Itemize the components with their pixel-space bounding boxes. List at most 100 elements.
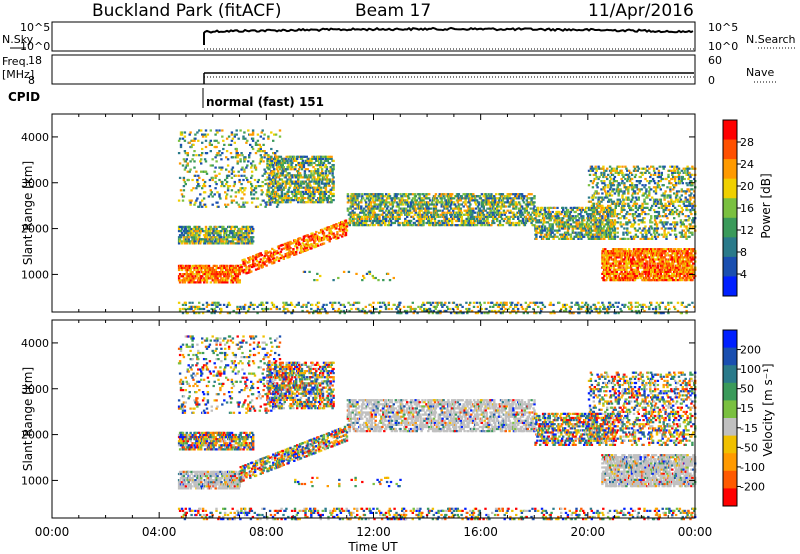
echo-cell <box>262 143 265 146</box>
echo-cell <box>407 203 410 206</box>
echo-cell <box>370 209 373 212</box>
echo-cell <box>232 234 236 237</box>
echo-cell <box>578 206 581 209</box>
echo-cell <box>438 193 441 196</box>
echo-cell <box>357 213 360 216</box>
echo-cell <box>299 192 303 195</box>
echo-cell <box>228 236 232 239</box>
echo-cell <box>236 281 240 284</box>
echo-cell <box>294 239 297 242</box>
echo-cell <box>389 215 393 218</box>
echo-cell <box>252 227 255 231</box>
echo-cell <box>196 234 199 237</box>
echo-cell <box>381 193 384 196</box>
echo-cell <box>425 195 428 198</box>
echo-cell <box>394 209 397 212</box>
echo-cell <box>178 238 182 241</box>
echo-cell <box>293 241 296 244</box>
echo-cell <box>201 135 205 138</box>
echo-cell <box>235 147 238 151</box>
echo-cell <box>332 236 335 239</box>
echo-cell <box>538 215 541 218</box>
echo-cell <box>234 238 238 241</box>
echo-cell <box>472 193 475 196</box>
echo-cell <box>275 250 279 253</box>
echo-cell <box>312 244 315 247</box>
echo-cell <box>566 229 570 232</box>
echo-cell <box>263 172 266 175</box>
echo-cell <box>207 195 211 198</box>
echo-cell <box>479 219 483 223</box>
echo-cell <box>307 235 310 239</box>
echo-cell <box>211 238 214 241</box>
echo-cell <box>280 178 284 181</box>
echo-cell <box>243 242 246 245</box>
echo-cell <box>215 139 218 142</box>
echo-cell <box>186 164 189 167</box>
echo-cell <box>182 178 186 182</box>
echo-cell <box>312 174 315 177</box>
echo-cell <box>352 215 355 218</box>
nave-hi-tick: 60 <box>708 54 722 67</box>
echo-cell <box>474 207 478 210</box>
echo-cell <box>353 199 356 202</box>
echo-cell <box>346 201 350 204</box>
echo-cell <box>336 233 339 236</box>
echo-cell <box>520 193 524 196</box>
echo-cell <box>420 201 423 204</box>
echo-cell <box>534 217 537 220</box>
echo-cell <box>267 154 270 157</box>
echo-cell <box>482 221 485 225</box>
echo-cell <box>420 219 423 223</box>
echo-cell <box>644 264 647 267</box>
echo-cell <box>251 160 255 163</box>
echo-cell <box>196 225 199 228</box>
echo-cell <box>571 227 574 230</box>
echo-cell <box>585 210 588 214</box>
echo-cell <box>318 236 321 239</box>
echo-cell <box>446 224 449 227</box>
echo-cell <box>346 195 350 198</box>
echo-cell <box>231 156 235 159</box>
echo-cell <box>309 184 312 187</box>
echo-cell <box>251 131 255 134</box>
echo-cell <box>433 195 437 198</box>
echo-cell <box>338 222 341 225</box>
echo-cell <box>509 224 512 227</box>
echo-cell <box>297 182 300 185</box>
echo-cell <box>499 207 503 210</box>
echo-cell <box>354 193 357 196</box>
echo-cell <box>640 262 643 265</box>
echo-cell <box>450 207 453 210</box>
echo-cell <box>234 275 238 278</box>
echo-cell <box>270 147 273 151</box>
echo-cell <box>646 262 649 265</box>
echo-cell <box>366 195 370 198</box>
echo-cell <box>250 176 253 179</box>
echo-cell <box>258 162 261 165</box>
echo-cell <box>299 184 303 187</box>
echo-cell <box>648 256 651 259</box>
echo-cell <box>183 232 187 235</box>
echo-cell <box>563 227 567 230</box>
echo-cell <box>189 268 192 272</box>
echo-cell <box>180 131 184 134</box>
echo-cell <box>322 176 326 179</box>
echo-cell <box>179 236 183 239</box>
echo-cell <box>199 242 202 245</box>
echo-cell <box>301 190 305 193</box>
echo-cell <box>194 240 197 243</box>
echo-cell <box>639 266 642 269</box>
echo-cell <box>637 256 640 259</box>
echo-cell <box>329 166 332 169</box>
echo-cell <box>226 203 230 206</box>
echo-cell <box>324 188 328 191</box>
echo-cell <box>602 276 605 280</box>
echo-cell <box>194 225 197 228</box>
echo-cell <box>457 217 461 220</box>
echo-cell <box>512 221 515 225</box>
echo-cell <box>225 176 229 179</box>
echo-cell <box>456 224 460 227</box>
echo-cell <box>211 164 214 167</box>
echo-cell <box>392 211 395 214</box>
